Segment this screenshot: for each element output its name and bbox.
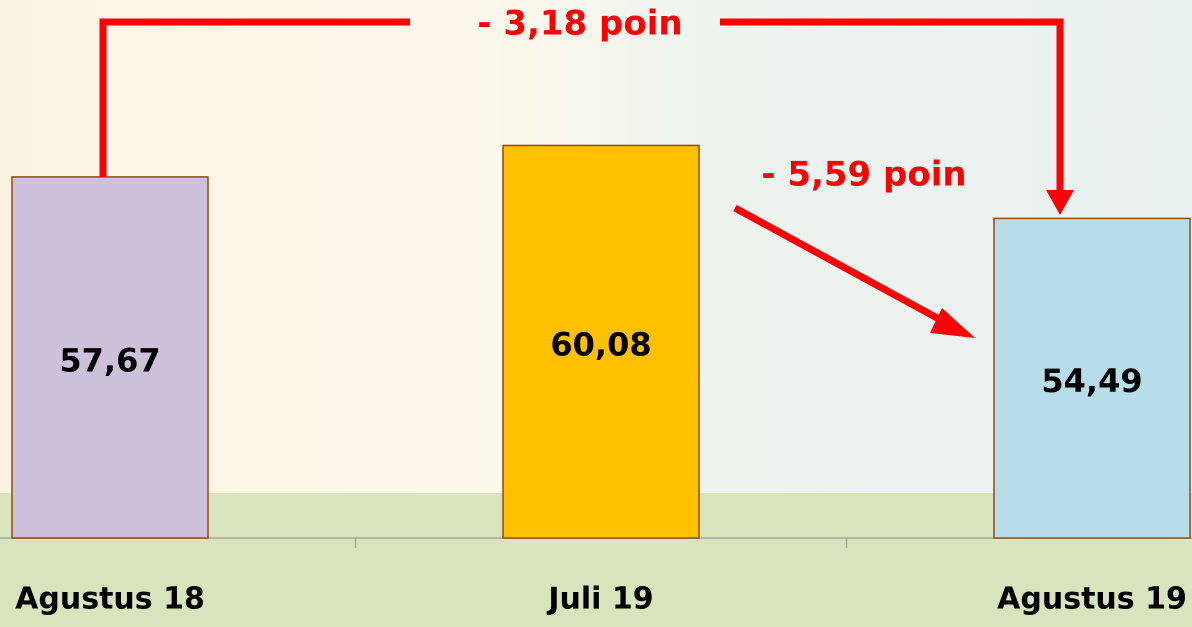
value-label: 57,67 xyxy=(59,341,160,379)
x-tick-label: Agustus 19 xyxy=(997,582,1187,617)
annotation: - 3,18 poin xyxy=(477,4,682,44)
plot-area: 57,67 Agustus 18 60,08 Juli 19 54,49 Agustus … xyxy=(0,144,1192,617)
annotation: - 5,59 poin xyxy=(761,155,966,195)
value-label: 54,49 xyxy=(1041,362,1142,400)
x-tick-label: Juli 19 xyxy=(546,582,653,617)
bracket-right xyxy=(720,18,1064,195)
arrowhead xyxy=(930,308,975,338)
arrow-line xyxy=(733,204,952,329)
bracket-left xyxy=(99,18,410,177)
x-tick-label: Agustus 18 xyxy=(15,582,205,617)
annotation-arrows xyxy=(99,18,1074,338)
arrowhead xyxy=(1046,190,1074,215)
value-label: 60,08 xyxy=(550,326,651,364)
bar xyxy=(11,176,209,539)
bar xyxy=(993,217,1191,539)
bar xyxy=(502,144,700,539)
